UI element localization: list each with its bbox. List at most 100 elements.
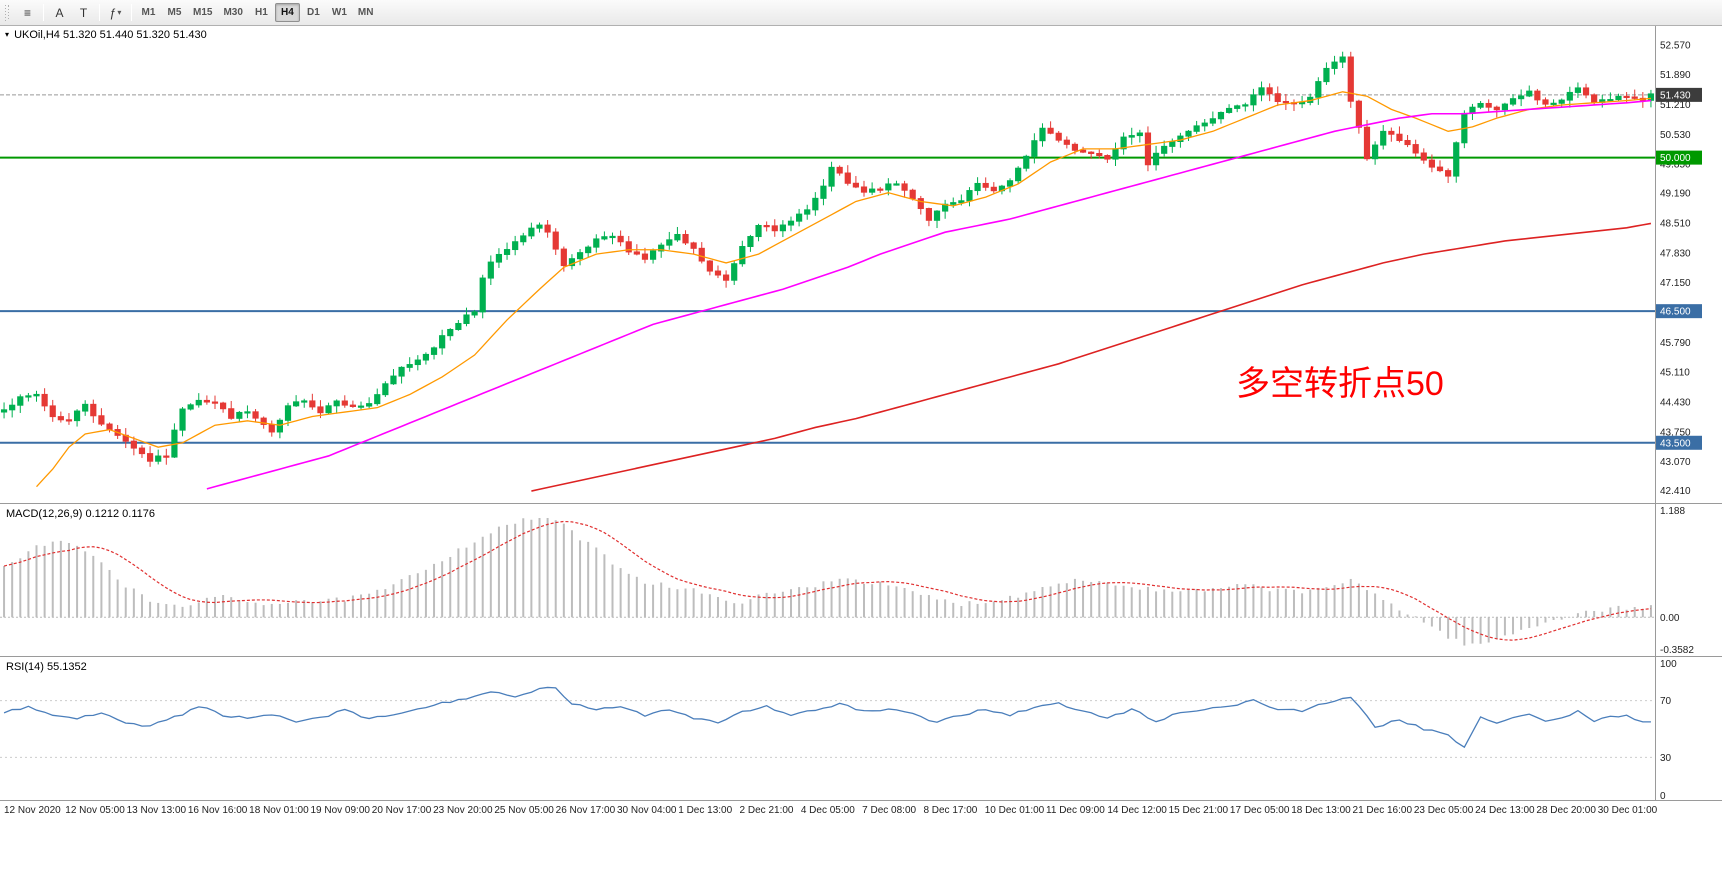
candle-body xyxy=(1234,105,1241,109)
candle-body xyxy=(804,209,811,215)
candle-body xyxy=(130,440,137,449)
candle-body xyxy=(236,411,243,419)
candle-body xyxy=(1063,139,1070,145)
price-axis-label: 48.510 xyxy=(1660,218,1691,229)
chart-annotation[interactable]: 多空转折点50 xyxy=(1236,365,1444,403)
time-axis-label: 30 Dec 01:00 xyxy=(1598,805,1658,816)
candle-body xyxy=(706,260,713,272)
candle-body xyxy=(82,403,89,412)
candle-body xyxy=(617,235,624,243)
candle-body xyxy=(593,238,600,248)
candle-body xyxy=(106,423,113,431)
candle-body xyxy=(1542,99,1549,105)
timeframe-m30[interactable]: M30 xyxy=(218,3,247,22)
candle-body xyxy=(568,258,576,267)
macd-axis-label: 0.00 xyxy=(1660,613,1680,624)
rsi-axis-label: 30 xyxy=(1660,753,1672,764)
time-axis-label: 14 Dec 12:00 xyxy=(1107,805,1167,816)
rsi-axis-label: 70 xyxy=(1660,696,1672,707)
candle-body xyxy=(1104,155,1111,160)
timeframe-w1[interactable]: W1 xyxy=(327,3,352,22)
candle-body xyxy=(17,396,24,406)
timeframe-h4[interactable]: H4 xyxy=(274,3,300,22)
chart-svg[interactable]: 52.570 51.890 51.210 50.530 49.850 49.190 48.5… xyxy=(0,26,1722,892)
macd-pane[interactable] xyxy=(0,517,1655,646)
candle-body xyxy=(512,241,519,251)
candle-body xyxy=(73,410,81,422)
timeframe-mn[interactable]: MN xyxy=(353,3,379,22)
moving-average-line xyxy=(531,222,1652,492)
candle-body xyxy=(1615,95,1622,101)
candle-body xyxy=(1518,95,1525,100)
time-axis-label: 15 Dec 21:00 xyxy=(1169,805,1229,816)
candle-body xyxy=(220,402,227,410)
candle-body xyxy=(374,394,381,405)
toolbar-separator xyxy=(43,4,44,21)
toolbar-separator xyxy=(99,4,100,21)
time-axis[interactable]: 12 Nov 2020 12 Nov 05:00 13 Nov 13:00 16 No… xyxy=(4,805,1658,816)
candle-body xyxy=(1144,132,1152,166)
candle-body xyxy=(974,182,981,192)
candle-body xyxy=(536,224,543,229)
candle-body xyxy=(1193,125,1200,132)
price-pane[interactable] xyxy=(0,51,1655,492)
candle-body xyxy=(1550,102,1557,105)
time-axis-label: 10 Dec 01:00 xyxy=(985,805,1045,816)
toolbar-drag-handle[interactable] xyxy=(5,4,10,21)
timeframe-m5[interactable]: M5 xyxy=(162,3,187,22)
candle-body xyxy=(349,404,357,408)
time-axis-label: 12 Nov 2020 xyxy=(4,805,61,816)
candle-body xyxy=(41,393,48,407)
candle-body xyxy=(1355,100,1362,128)
candle-body xyxy=(284,405,292,421)
text-label-button[interactable]: A xyxy=(48,2,71,23)
candle-body xyxy=(49,405,56,418)
time-axis-label: 7 Dec 08:00 xyxy=(862,805,916,816)
candle-body xyxy=(138,447,146,455)
time-axis-label: 24 Dec 13:00 xyxy=(1475,805,1535,816)
timeframe-d1[interactable]: D1 xyxy=(301,3,326,22)
rsi-axis-label: 0 xyxy=(1660,791,1666,802)
macd-axis-label: -0.3582 xyxy=(1660,645,1694,656)
candle-body xyxy=(747,236,754,248)
candle-body xyxy=(487,261,494,279)
chart-area[interactable]: 52.570 51.890 51.210 50.530 49.850 49.190 48.5… xyxy=(0,26,1722,892)
rsi-pane[interactable] xyxy=(0,686,1655,758)
candle-body xyxy=(1509,98,1517,105)
candle-body xyxy=(0,409,8,413)
chart-list-button[interactable]: ≡ xyxy=(16,2,39,23)
price-axis-label: 43.070 xyxy=(1660,457,1691,468)
candle-body xyxy=(479,277,486,313)
candle-body xyxy=(33,393,40,397)
candle-body xyxy=(836,166,843,174)
candle-body xyxy=(357,405,365,408)
candle-body xyxy=(576,252,584,260)
candle-body xyxy=(950,202,957,205)
candle-body xyxy=(917,198,924,210)
candle-body xyxy=(293,401,300,407)
candle-body xyxy=(317,406,324,414)
candle-body xyxy=(155,455,162,462)
candle-body xyxy=(203,399,210,403)
candle-body xyxy=(325,405,332,414)
timeframe-m15[interactable]: M15 xyxy=(188,3,217,22)
candle-body xyxy=(301,400,308,403)
timeframe-m1[interactable]: M1 xyxy=(136,3,161,22)
candle-body xyxy=(341,400,348,406)
candle-body xyxy=(1428,159,1435,168)
price-axis-label: 51.890 xyxy=(1660,70,1691,81)
time-axis-label: 12 Nov 05:00 xyxy=(65,805,125,816)
candle-body xyxy=(1534,90,1541,101)
indicators-icon: ƒ xyxy=(109,5,117,20)
timeframe-h1[interactable]: H1 xyxy=(249,3,274,22)
price-axis-label: 50.530 xyxy=(1660,130,1691,141)
indicators-button[interactable]: ƒ ▾ xyxy=(104,2,127,23)
candle-body xyxy=(1647,93,1655,101)
candle-body xyxy=(1015,167,1022,182)
price-axis[interactable]: 52.570 51.890 51.210 50.530 49.850 49.190 48.5… xyxy=(1656,40,1702,802)
candle-body xyxy=(1323,67,1330,83)
candle-body xyxy=(885,183,892,191)
candle-body xyxy=(771,225,778,232)
candle-body xyxy=(982,182,989,188)
text-frame-button[interactable]: T xyxy=(72,2,95,23)
